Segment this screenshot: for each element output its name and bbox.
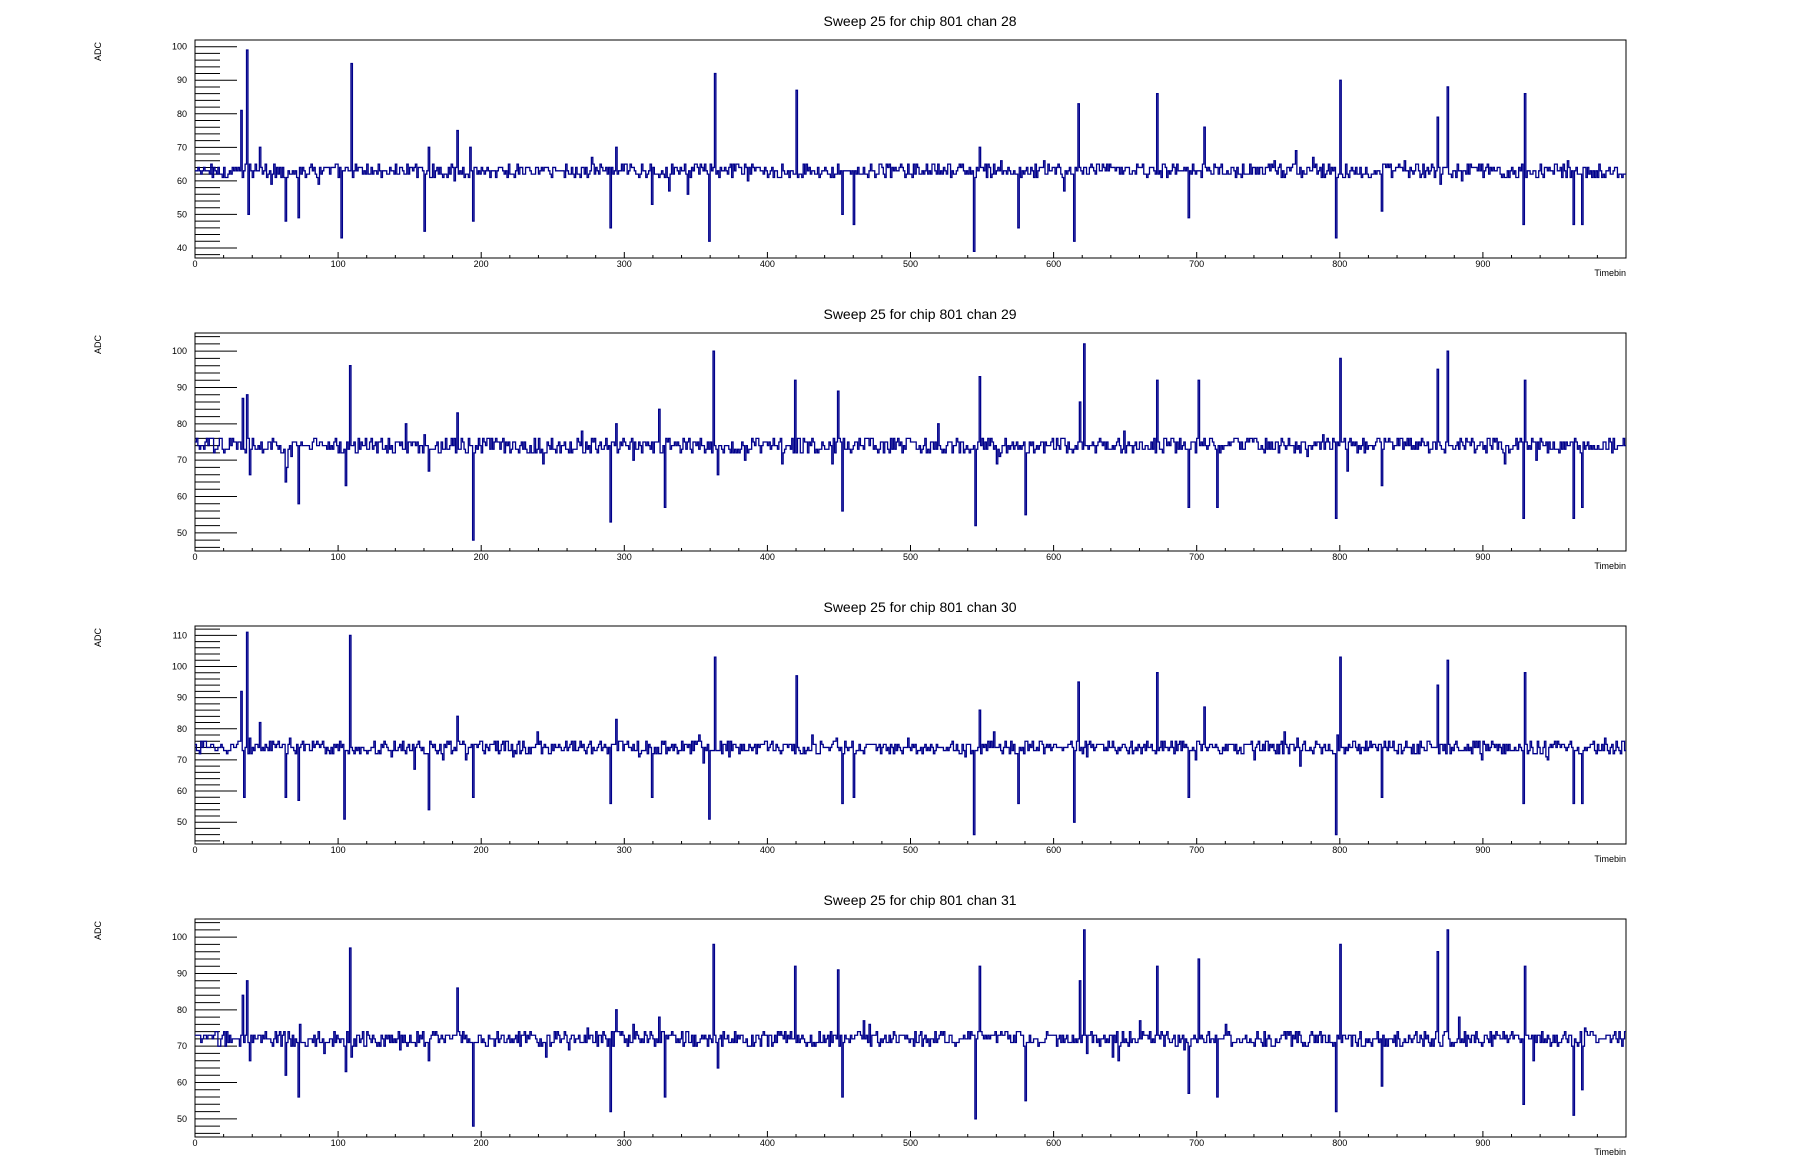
y-tick-label: 60 [177,176,187,186]
y-axis-label: ADC [93,921,103,941]
x-tick-label: 100 [331,552,346,562]
y-tick-label: 50 [177,209,187,219]
y-tick-label: 90 [177,693,187,703]
adc-series-line [195,343,1626,541]
plot-frame [194,625,1627,845]
x-tick-label: 400 [760,259,775,269]
chart-svg: Sweep 25 for chip 801 chan 31 ADC Timebin 5… [93,892,1627,1157]
x-tick-label: 600 [1046,1138,1061,1148]
x-tick-label: 200 [474,259,489,269]
chart-title: Sweep 25 for chip 801 chan 28 [823,13,1016,29]
x-tick-label: 600 [1046,552,1061,562]
y-tick-label: 50 [177,528,187,538]
y-tick-label: 80 [177,109,187,119]
y-tick-label: 90 [177,969,187,979]
x-tick-label: 0 [192,259,197,269]
y-tick-label: 60 [177,1078,187,1088]
x-tick-label: 700 [1189,845,1204,855]
x-tick-label: 900 [1475,259,1490,269]
y-tick-label: 100 [172,346,187,356]
x-tick-label: 0 [192,552,197,562]
chart-svg: Sweep 25 for chip 801 chan 30 ADC Timebin 5… [93,599,1627,864]
x-tick-label: 800 [1332,845,1347,855]
x-tick-label: 500 [903,552,918,562]
y-tick-label: 80 [177,724,187,734]
plot-frame [194,39,1627,259]
x-tick-label: 100 [331,1138,346,1148]
adc-series-line [195,929,1626,1127]
chart-panel-chan-31: Sweep 25 for chip 801 chan 31 ADC Timebin 5… [0,879,1796,1172]
y-axis-label: ADC [93,628,103,648]
x-tick-label: 200 [474,552,489,562]
chart-svg: Sweep 25 for chip 801 chan 28 ADC Timebin 4… [93,13,1627,278]
x-tick-label: 300 [617,552,632,562]
y-tick-label: 40 [177,243,187,253]
y-tick-label: 70 [177,142,187,152]
plot-frame [194,918,1627,1138]
x-axis-label: Timebin [1594,854,1626,864]
y-tick-label: 90 [177,383,187,393]
x-tick-label: 500 [903,845,918,855]
y-tick-label: 70 [177,755,187,765]
x-tick-label: 900 [1475,1138,1490,1148]
adc-series-line [195,49,1626,252]
x-tick-label: 100 [331,845,346,855]
x-tick-label: 800 [1332,552,1347,562]
x-tick-label: 700 [1189,552,1204,562]
x-tick-label: 700 [1189,259,1204,269]
y-axis-label: ADC [93,335,103,355]
y-tick-label: 60 [177,492,187,502]
x-tick-label: 600 [1046,259,1061,269]
y-tick-label: 70 [177,1041,187,1051]
x-tick-label: 500 [903,1138,918,1148]
x-tick-label: 0 [192,845,197,855]
x-tick-label: 500 [903,259,918,269]
y-tick-label: 100 [172,661,187,671]
x-tick-label: 800 [1332,259,1347,269]
x-tick-label: 400 [760,845,775,855]
x-tick-label: 800 [1332,1138,1347,1148]
y-tick-label: 50 [177,817,187,827]
x-tick-label: 400 [760,552,775,562]
x-tick-label: 700 [1189,1138,1204,1148]
x-axis-label: Timebin [1594,1147,1626,1157]
y-tick-label: 100 [172,42,187,52]
y-tick-label: 60 [177,786,187,796]
adc-series-line [195,631,1626,836]
x-tick-label: 900 [1475,845,1490,855]
chart-panel-chan-29: Sweep 25 for chip 801 chan 29 ADC Timebin 5… [0,293,1796,586]
chart-title: Sweep 25 for chip 801 chan 29 [823,306,1016,322]
x-tick-label: 0 [192,1138,197,1148]
x-tick-label: 300 [617,845,632,855]
x-tick-label: 300 [617,1138,632,1148]
y-tick-label: 110 [173,630,187,640]
chart-title: Sweep 25 for chip 801 chan 30 [823,599,1016,615]
chart-panel-chan-30: Sweep 25 for chip 801 chan 30 ADC Timebin 5… [0,586,1796,879]
y-tick-label: 70 [177,455,187,465]
x-tick-label: 900 [1475,552,1490,562]
x-tick-label: 200 [474,1138,489,1148]
y-tick-label: 90 [177,75,187,85]
y-tick-label: 100 [172,932,187,942]
chart-panel-chan-28: Sweep 25 for chip 801 chan 28 ADC Timebin 4… [0,0,1796,293]
x-axis-label: Timebin [1594,268,1626,278]
x-tick-label: 600 [1046,845,1061,855]
chart-svg: Sweep 25 for chip 801 chan 29 ADC Timebin 5… [93,306,1627,571]
chart-title: Sweep 25 for chip 801 chan 31 [823,892,1016,908]
x-tick-label: 300 [617,259,632,269]
x-tick-label: 100 [331,259,346,269]
y-axis-label: ADC [93,42,103,62]
y-tick-label: 80 [177,1005,187,1015]
x-tick-label: 400 [760,1138,775,1148]
y-tick-label: 50 [177,1114,187,1124]
y-tick-label: 80 [177,419,187,429]
x-tick-label: 200 [474,845,489,855]
x-axis-label: Timebin [1594,561,1626,571]
